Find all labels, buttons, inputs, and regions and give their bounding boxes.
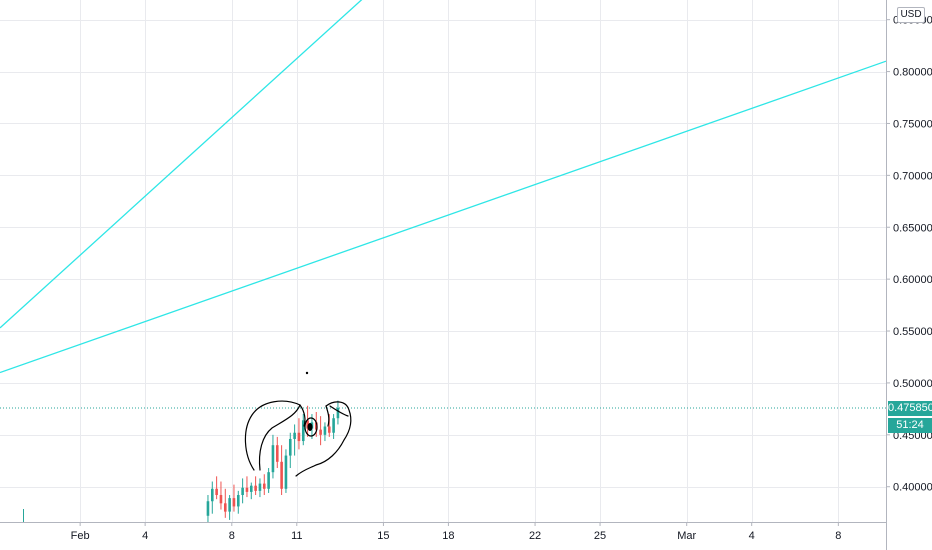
candle-body — [275, 445, 279, 462]
drawing-stroke — [299, 404, 306, 427]
candle-body — [314, 422, 318, 430]
candle-body — [228, 498, 231, 512]
candle-body — [288, 438, 292, 456]
candle-body — [206, 501, 210, 516]
x-tick-label: 22 — [529, 530, 541, 542]
candle-body — [241, 487, 244, 496]
x-tick-label: Feb — [71, 530, 90, 542]
candle-body — [297, 432, 301, 442]
candle-body — [254, 485, 257, 491]
candle-body — [219, 495, 223, 504]
candle-body — [284, 455, 288, 489]
candle-body — [267, 472, 270, 489]
trend-line — [0, 0, 363, 329]
candle-body — [249, 485, 253, 492]
drawing-stroke — [244, 400, 301, 471]
drawing-stroke — [329, 405, 349, 417]
currency-label[interactable]: USD — [897, 7, 925, 23]
drawing-eye — [304, 417, 318, 437]
candle-body — [332, 418, 335, 433]
price-axis[interactable]: 0.4000000.4500000.5000000.5500000.600000… — [886, 15, 932, 494]
x-tick-label: 4 — [749, 530, 755, 542]
x-tick-label: 18 — [442, 530, 454, 542]
chart-grid — [0, 0, 886, 522]
freehand-drawing[interactable] — [244, 371, 352, 477]
candlesticks — [206, 400, 340, 522]
x-tick-label: 11 — [291, 530, 302, 542]
x-tick-label: 25 — [594, 530, 606, 542]
x-tick-label: 15 — [377, 530, 389, 542]
trend-lines[interactable] — [0, 0, 887, 522]
candle-body — [258, 483, 262, 491]
x-tick-label: Mar — [677, 530, 696, 542]
candle-body — [336, 407, 340, 419]
candle-body — [245, 487, 249, 492]
last-price-label: 0.475850 — [888, 400, 932, 416]
drawing-stroke — [295, 401, 352, 477]
candle-body — [262, 483, 266, 489]
x-tick-label: 8 — [835, 530, 841, 542]
trend-line — [0, 60, 887, 374]
candle-body — [319, 429, 322, 435]
drawing-pupil — [307, 423, 313, 431]
candle-body — [223, 503, 227, 512]
candle-body — [210, 488, 214, 502]
candle-body — [271, 445, 275, 473]
x-tick-label: 8 — [229, 530, 235, 542]
candle-body — [280, 461, 283, 489]
candle-body — [232, 498, 236, 507]
drawing-stroke — [258, 404, 301, 471]
drawing-stroke — [325, 405, 330, 427]
candle-body — [293, 432, 296, 439]
candle-body — [236, 495, 240, 507]
y-tick-label: 0.800000 — [893, 67, 932, 79]
bar-countdown-label: 51:24 — [888, 418, 932, 433]
candle-body — [215, 488, 218, 496]
candle-body — [327, 426, 331, 433]
candle-body — [323, 426, 327, 435]
candle-body — [306, 420, 309, 429]
time-axis[interactable]: Feb 4 8 11 15 18 22 25 Mar 4 8 — [71, 522, 842, 542]
x-tick-label: 4 — [142, 530, 148, 542]
drawing-dot — [305, 371, 309, 375]
candle-body — [301, 420, 305, 442]
